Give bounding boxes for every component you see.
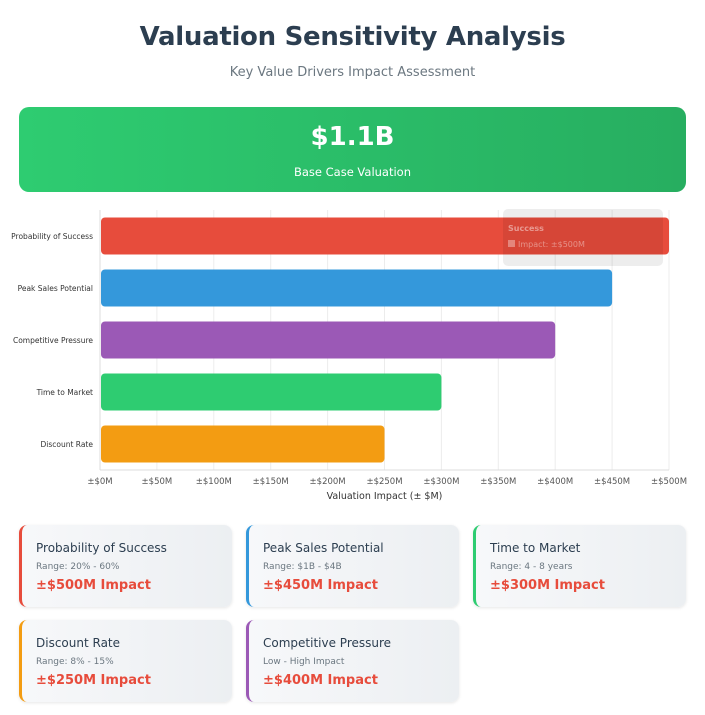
bar-competitive-pressure	[101, 321, 556, 359]
bar-probability-of-success	[101, 217, 669, 255]
x-tick-label: ±$200M	[310, 477, 346, 487]
driver-card-range: Range: $1B - $4B	[263, 562, 342, 572]
driver-card-range: Range: 8% - 15%	[36, 657, 114, 667]
chart-tooltip-title: Success	[508, 224, 544, 233]
chart-tooltip-swatch	[508, 240, 515, 247]
x-tick-label: ±$100M	[196, 477, 232, 487]
base-case-label: Base Case Valuation	[293, 165, 412, 179]
driver-card-title: Peak Sales Potential	[263, 541, 384, 555]
driver-card-title: Time to Market	[490, 541, 581, 555]
chart-tooltip-text: Impact: ±$500M	[518, 240, 585, 249]
driver-card-impact: ±$250M Impact	[36, 673, 151, 688]
x-tick-label: ±$400M	[537, 477, 573, 487]
x-tick-label: ±$450M	[594, 477, 630, 487]
x-tick-label: ±$150M	[253, 477, 289, 487]
y-tick-label: Competitive Pressure	[13, 336, 93, 345]
page-title: Valuation Sensitivity Analysis	[139, 22, 566, 52]
base-case-value: $1.1B	[310, 122, 395, 152]
x-tick-label: ±$500M	[651, 477, 687, 487]
driver-card-title: Competitive Pressure	[263, 636, 392, 650]
x-tick-label: ±$250M	[366, 477, 402, 487]
driver-card-range: Low - High Impact	[263, 657, 345, 667]
driver-card-range: Range: 4 - 8 years	[490, 562, 573, 572]
y-tick-label: Time to Market	[36, 388, 93, 397]
driver-card-impact: ±$450M Impact	[263, 578, 378, 593]
driver-card-time-to-market: Time to Market Range: 4 - 8 years ±$300M…	[473, 525, 686, 607]
x-axis-title: Valuation Impact (± $M)	[327, 491, 443, 502]
driver-card-title: Probability of Success	[36, 541, 167, 555]
y-tick-label: Discount Rate	[40, 440, 93, 449]
bar-peak-sales-potential	[101, 269, 613, 307]
bar-discount-rate	[101, 425, 385, 463]
sensitivity-chart: ±$0M ±$50M ±$100M ±$150M ±$200M ±$250M ±$300M ±…	[0, 200, 705, 510]
bar-time-to-market	[101, 373, 442, 411]
x-tick-label: ±$350M	[480, 477, 516, 487]
driver-card-peak-sales-potential: Peak Sales Potential Range: $1B - $4B ±$…	[246, 525, 459, 607]
driver-card-discount-rate: Discount Rate Range: 8% - 15% ±$250M Imp…	[19, 620, 232, 702]
driver-card-impact: ±$500M Impact	[36, 578, 151, 593]
driver-card-title: Discount Rate	[36, 636, 121, 650]
y-tick-label: Peak Sales Potential	[18, 284, 93, 293]
x-tick-label: ±$300M	[423, 477, 459, 487]
y-tick-label: Probability of Success	[11, 232, 93, 241]
x-tick-label: ±$50M	[142, 477, 173, 487]
chart-tooltip	[503, 209, 663, 266]
driver-card-impact: ±$300M Impact	[490, 578, 605, 593]
page-subtitle: Key Value Drivers Impact Assessment	[229, 65, 476, 80]
driver-card-impact: ±$400M Impact	[263, 673, 378, 688]
driver-card-range: Range: 20% - 60%	[36, 562, 120, 572]
driver-card-competitive-pressure: Competitive Pressure Low - High Impact ±…	[246, 620, 459, 702]
x-tick-label: ±$0M	[87, 477, 112, 487]
sensitivity-chart-svg: ±$0M ±$50M ±$100M ±$150M ±$200M ±$250M ±$300M ±…	[11, 209, 687, 502]
driver-card-probability-of-success: Probability of Success Range: 20% - 60% …	[19, 525, 232, 607]
base-case-banner: $1.1B Base Case Valuation	[19, 107, 686, 192]
